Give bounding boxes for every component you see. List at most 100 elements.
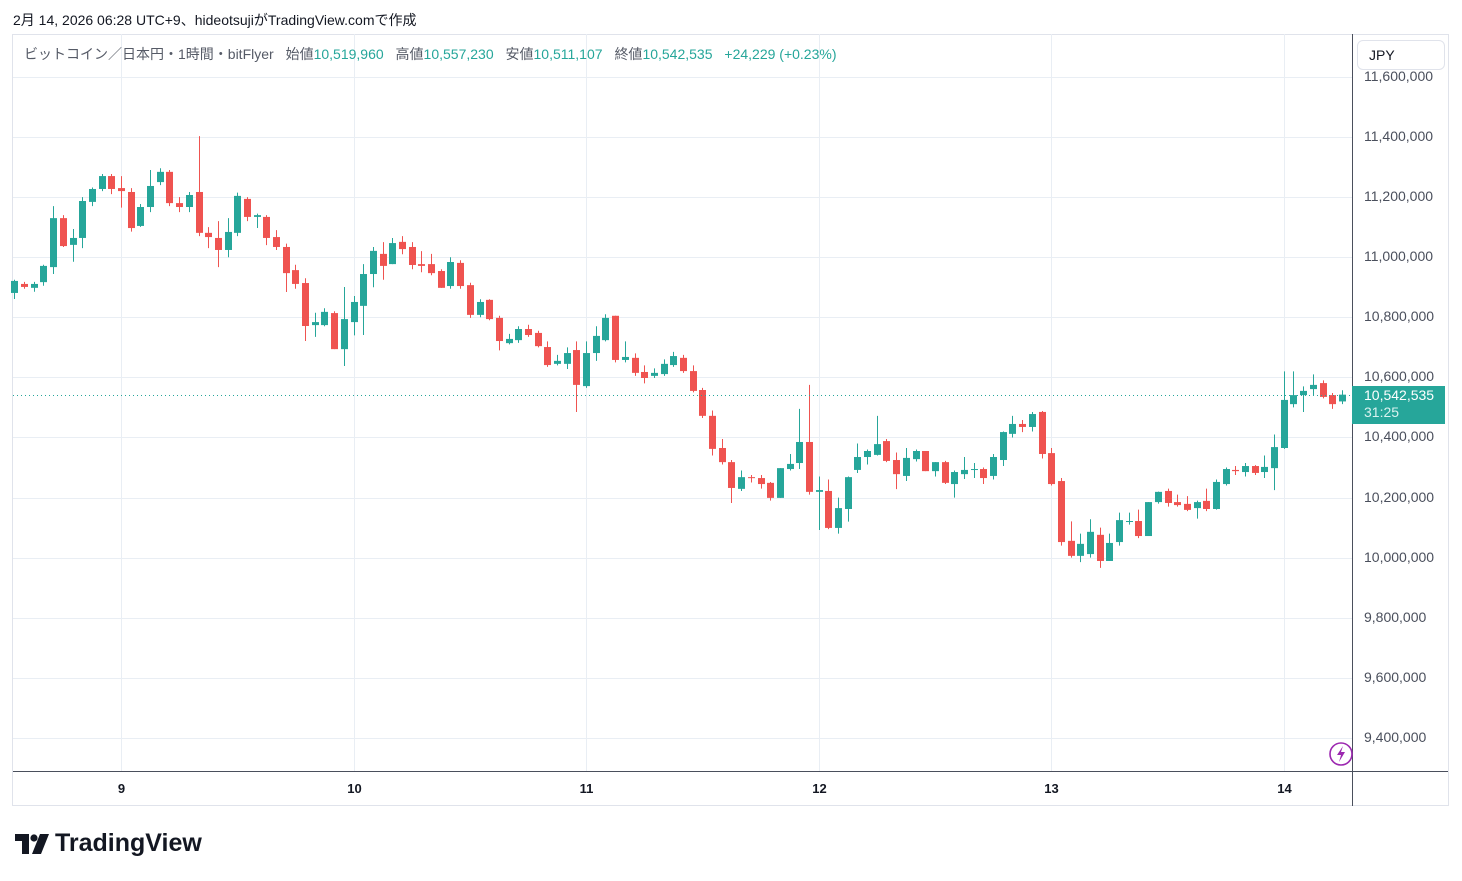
candle-body [234, 195, 241, 233]
candle-body [748, 477, 755, 479]
time-tick-label: 10 [347, 781, 362, 796]
candle-body [11, 280, 18, 293]
price-tick-label: 11,400,000 [1364, 127, 1434, 144]
candle-up [661, 359, 668, 376]
candle-down [1320, 380, 1327, 399]
candle-body [1271, 447, 1278, 469]
candle-body [428, 264, 435, 274]
candle-body [719, 447, 726, 463]
candle-body [341, 319, 348, 350]
candle-body [903, 457, 910, 476]
candle-up [40, 264, 47, 286]
candle-body [1039, 411, 1046, 455]
candle-body [602, 317, 609, 341]
candle-body [99, 176, 106, 189]
candle-body [70, 237, 77, 245]
candle-down [1174, 494, 1181, 507]
candle-body [380, 253, 387, 266]
candle-body [961, 469, 968, 475]
candle-down [719, 438, 726, 465]
candle-up [990, 454, 997, 480]
candle-up [1281, 371, 1288, 449]
candle-body [1058, 481, 1065, 543]
currency-selector[interactable]: JPY [1357, 40, 1445, 70]
candle-body [399, 241, 406, 250]
candle-body [50, 218, 57, 268]
grid-lines [13, 34, 1352, 771]
candle-down [922, 451, 929, 472]
candle-body [980, 469, 987, 479]
candle-body [612, 315, 619, 360]
candle-body [438, 271, 445, 288]
candle-down [1252, 465, 1259, 476]
candle-up [787, 454, 794, 471]
candle-up [1029, 411, 1036, 432]
candle-up [1087, 519, 1094, 558]
candle-up [234, 192, 241, 237]
candle-down [632, 353, 639, 376]
candle-down [535, 330, 542, 348]
candle-up [99, 173, 106, 192]
candle-up [360, 264, 367, 336]
candle-down [825, 479, 832, 530]
candle-down [331, 311, 338, 350]
candle-body [312, 322, 319, 326]
time-tick-label: 13 [1044, 781, 1059, 796]
candle-down [118, 176, 125, 208]
candle-body [1000, 432, 1007, 461]
candle-body [1232, 469, 1239, 472]
time-tick-label: 12 [812, 781, 827, 796]
candle-up [845, 476, 852, 522]
candle-down [748, 475, 755, 483]
candle-down [767, 481, 774, 501]
candle-body [273, 237, 280, 247]
candle-body [128, 191, 135, 229]
candle-down [418, 251, 425, 273]
price-tick-label: 10,400,000 [1364, 427, 1435, 444]
price-tick-label: 11,600,000 [1364, 67, 1434, 84]
candle-body [196, 191, 203, 233]
candle-body [525, 329, 532, 336]
price-tick-label: 9,600,000 [1364, 668, 1427, 685]
bar-countdown: 31:25 [1364, 404, 1400, 420]
candle-body [244, 198, 251, 217]
candle-down [1048, 447, 1055, 486]
candle-down [942, 460, 949, 485]
candle-up [1339, 390, 1346, 405]
candle-down [1058, 478, 1065, 546]
tradingview-logo[interactable]: TradingView [15, 829, 202, 858]
candle-body [922, 451, 929, 472]
candle-body [942, 462, 949, 483]
candle-up [1116, 512, 1123, 546]
candle-body [990, 457, 997, 476]
symbol-title[interactable]: ビットコイン／日本円・1時間・bitFlyer [24, 46, 274, 62]
candle-body [60, 218, 67, 247]
candle-body [1126, 521, 1133, 523]
candle-up [1290, 371, 1297, 408]
candle-body [477, 301, 484, 315]
candle-body [409, 246, 416, 266]
candle-down [409, 242, 416, 270]
candle-body [1320, 383, 1327, 397]
candle-body [186, 194, 193, 208]
candle-up [564, 347, 571, 369]
candle-up [254, 213, 261, 229]
lightning-icon[interactable] [1329, 742, 1353, 766]
candle-body [564, 353, 571, 364]
candle-up [864, 449, 871, 465]
candle-up [31, 281, 38, 292]
candle-down [205, 227, 212, 249]
candle-up [1126, 512, 1133, 525]
candle-body [593, 335, 600, 354]
candle-down [196, 136, 203, 237]
candle-body [351, 301, 358, 323]
candle-up [554, 354, 561, 366]
candle-body [254, 215, 261, 217]
close-value: 10,542,535 [642, 46, 713, 62]
candle-up [341, 286, 348, 366]
ohlc-legend: ビットコイン／日本円・1時間・bitFlyer 始値10,519,960 高値1… [24, 44, 837, 64]
candle-body [292, 270, 299, 284]
candle-up [651, 368, 658, 378]
candle-body [1252, 466, 1259, 473]
